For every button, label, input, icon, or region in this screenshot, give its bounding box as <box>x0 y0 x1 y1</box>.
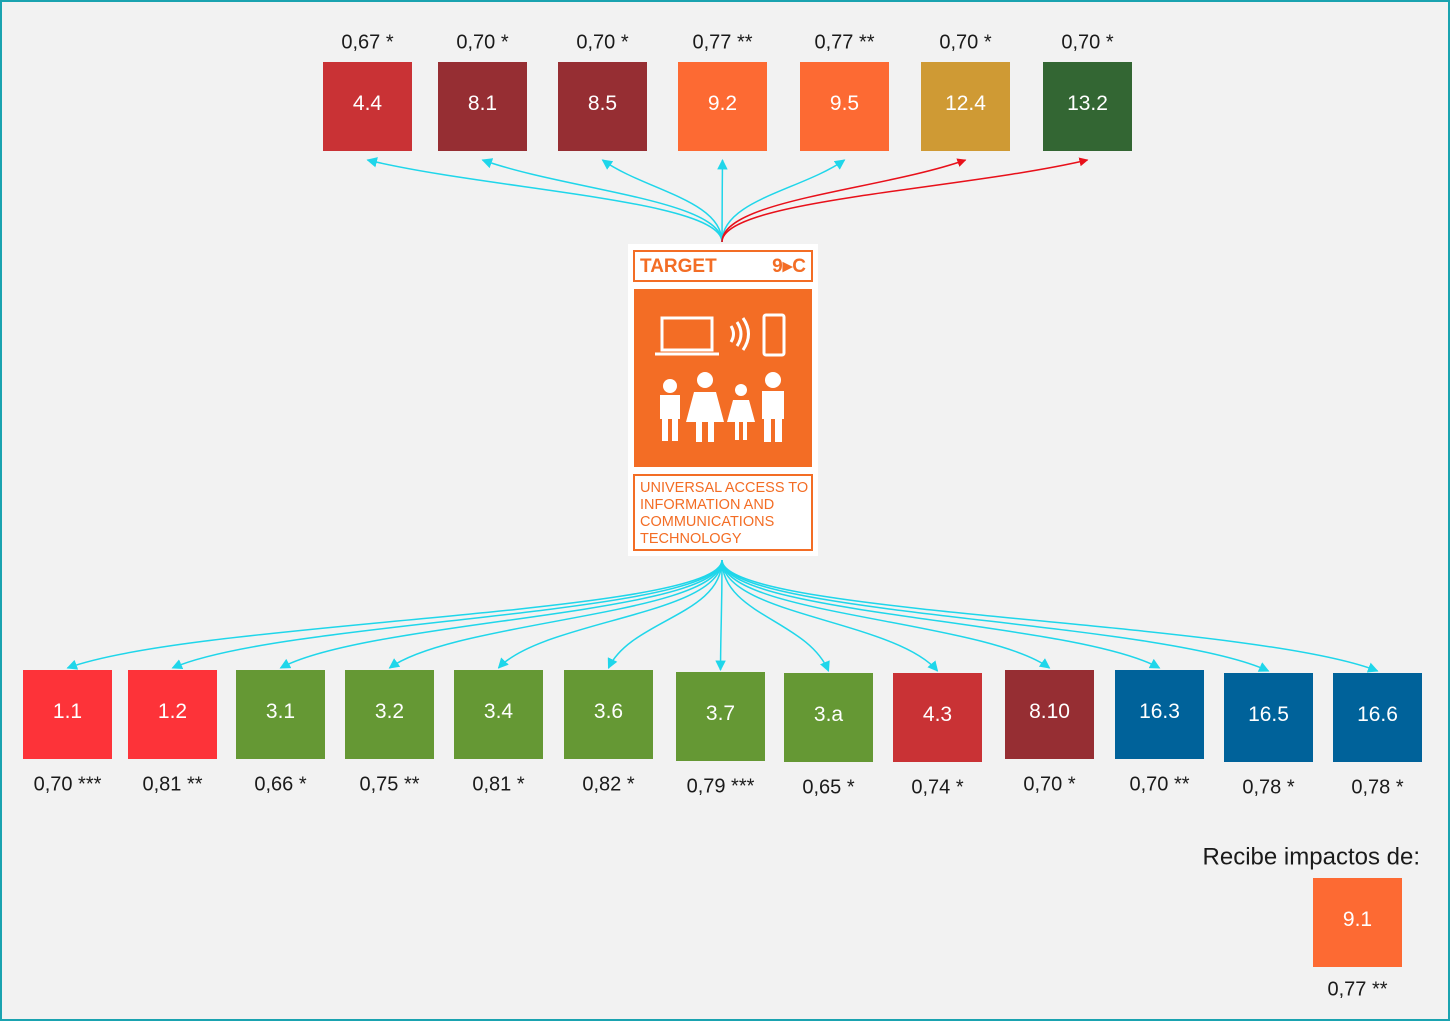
node-box <box>323 62 412 151</box>
node-label: 3.2 <box>375 700 404 723</box>
node-score: 0,70 * <box>1061 31 1113 53</box>
node-box <box>800 62 889 151</box>
node-score: 0,75 ** <box>359 773 419 795</box>
node-score: 0,70 ** <box>1129 773 1189 795</box>
arrow <box>715 559 726 672</box>
node-score: 0,81 * <box>472 773 524 795</box>
target-card: TARGET 9▸C UNIVERSAL ACCESS TOINFORMATIO… <box>628 244 818 556</box>
node-label: 16.5 <box>1248 703 1289 726</box>
arrow <box>721 157 1089 243</box>
card-code: 9▸C <box>772 256 806 277</box>
node-label: 9.2 <box>708 92 737 115</box>
node-box <box>893 673 982 762</box>
arrow <box>607 559 723 669</box>
node-label: 4.4 <box>353 92 383 115</box>
arrows <box>66 157 1379 673</box>
node-label: 1.2 <box>158 700 187 723</box>
arrow <box>388 559 723 669</box>
node-score: 0,70 *** <box>34 773 102 795</box>
caption-line: TECHNOLOGY <box>640 531 742 547</box>
node-score: 0,77 ** <box>814 31 874 53</box>
arrow <box>366 157 723 243</box>
caption-line: UNIVERSAL ACCESS TO <box>640 480 808 496</box>
arrow <box>66 559 723 670</box>
node-label: 3.a <box>814 703 844 726</box>
node-score: 0,70 * <box>1023 773 1075 795</box>
arrow <box>717 158 728 243</box>
node-label: 1.1 <box>53 700 82 723</box>
node-score: 0,66 * <box>254 773 306 795</box>
node-score: 0,65 * <box>802 776 854 798</box>
node-box <box>1224 673 1313 762</box>
arrow <box>721 559 830 672</box>
node-label: 3.6 <box>594 700 623 723</box>
node-box <box>438 62 527 151</box>
arrow <box>721 559 1161 669</box>
node-label: 9.1 <box>1343 908 1372 931</box>
card-header: TARGET <box>640 256 717 277</box>
card-icons <box>655 313 786 357</box>
receives-title: Recibe impactos de: <box>1203 843 1420 870</box>
node-score: 0,78 * <box>1351 776 1403 798</box>
node-box <box>1313 878 1402 967</box>
node-box <box>676 672 765 761</box>
node-score: 0,77 ** <box>1327 978 1387 1000</box>
arrow <box>481 158 723 243</box>
arrow <box>721 559 1051 669</box>
node-box <box>1115 670 1204 759</box>
node-label: 4.3 <box>923 703 952 726</box>
arrow <box>497 559 723 669</box>
card-people <box>660 372 784 442</box>
node-score: 0,79 *** <box>687 775 755 797</box>
node-score: 0,77 ** <box>692 31 752 53</box>
arrow <box>721 559 1379 673</box>
node-label: 3.7 <box>706 702 735 725</box>
caption-line: COMMUNICATIONS <box>640 514 774 530</box>
node-label: 3.4 <box>484 700 514 723</box>
node-label: 8.5 <box>588 92 617 115</box>
node-box <box>678 62 767 151</box>
node-box <box>921 62 1010 151</box>
node-box <box>345 670 434 759</box>
node-box <box>558 62 647 151</box>
node-box <box>1333 673 1422 762</box>
node-score: 0,82 * <box>582 773 634 795</box>
arrow <box>171 559 723 670</box>
node-box <box>128 670 217 759</box>
node-label: 8.10 <box>1029 700 1070 723</box>
node-label: 3.1 <box>266 700 295 723</box>
caption-line: INFORMATION AND <box>640 497 774 513</box>
node-box <box>784 673 873 762</box>
node-box <box>23 670 112 759</box>
arrow <box>721 158 967 243</box>
node-score: 0,74 * <box>911 776 963 798</box>
node-box <box>454 670 543 759</box>
node-box <box>564 670 653 759</box>
node-score: 0,70 * <box>456 31 508 53</box>
node-box <box>1043 62 1132 151</box>
node-box <box>236 670 325 759</box>
arrow <box>721 159 846 243</box>
node-score: 0,78 * <box>1242 776 1294 798</box>
node-label: 13.2 <box>1067 92 1108 115</box>
node-box <box>1005 670 1094 759</box>
node-label: 9.5 <box>830 92 859 115</box>
card-header-box <box>633 250 813 282</box>
node-label: 12.4 <box>945 92 986 115</box>
node-label: 8.1 <box>468 92 497 115</box>
arrow <box>279 559 723 669</box>
node-score: 0,70 * <box>939 31 991 53</box>
node-score: 0,70 * <box>576 31 628 53</box>
card-caption-box <box>633 474 813 551</box>
node-label: 16.3 <box>1139 700 1180 723</box>
arrow <box>721 559 939 672</box>
arrow <box>601 159 723 243</box>
node-score: 0,67 * <box>341 31 393 53</box>
node-score: 0,81 ** <box>142 773 202 795</box>
arrow <box>721 559 1270 672</box>
node-label: 16.6 <box>1357 703 1398 726</box>
